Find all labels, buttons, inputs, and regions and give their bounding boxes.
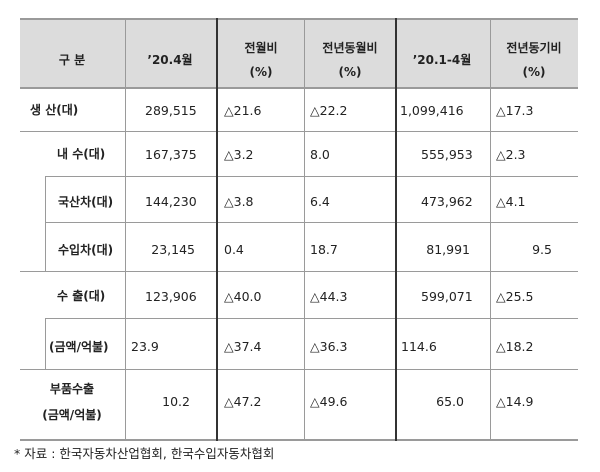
col-line-3 xyxy=(304,18,305,441)
indent-line-export xyxy=(45,318,46,369)
cell-domestic-yoy-month: 8.0 xyxy=(310,147,330,162)
col-line-1 xyxy=(125,18,126,441)
statistics-table: 구 분 ’20.4월 전월비 (%) 전년동월비 (%) ’20.1-4월 전년… xyxy=(20,18,578,441)
bottom-border xyxy=(20,439,578,441)
cell-export-yoy-period: △25.5 xyxy=(496,289,534,304)
header-bottom-border xyxy=(20,87,578,89)
header-yoy-month: 전년동월비 xyxy=(322,41,378,55)
cell-domestic-made-mom: △3.8 xyxy=(224,194,254,209)
col-line-4 xyxy=(395,18,397,441)
cell-export-amount-mom: △37.4 xyxy=(224,339,262,354)
cell-export-ytd: 599,071 xyxy=(421,289,473,304)
header-ytd: ’20.1-4월 xyxy=(412,53,472,67)
row-label-parts-export-unit: (금액/억불) xyxy=(42,408,102,422)
cell-export-amount-yoy-month: △36.3 xyxy=(310,339,348,354)
row-label-parts-export: 부품수출 xyxy=(49,382,95,396)
indent-line-domestic xyxy=(45,176,46,271)
cell-production-month: 289,515 xyxy=(145,103,197,118)
top-border xyxy=(20,18,578,20)
row-label-production: 생 산(대) xyxy=(30,103,79,117)
cell-parts-export-month: 10.2 xyxy=(162,394,190,409)
row-divider-production xyxy=(20,131,578,132)
cell-production-ytd: 1,099,416 xyxy=(400,103,464,118)
cell-export-month: 123,906 xyxy=(145,289,197,304)
header-yoy-period: 전년동기비 xyxy=(506,41,562,55)
row-label-export: 수 출(대) xyxy=(57,289,106,303)
cell-export-amount-yoy-period: △18.2 xyxy=(496,339,534,354)
cell-imported-yoy-month: 18.7 xyxy=(310,242,338,257)
cell-domestic-yoy-period: △2.3 xyxy=(496,147,526,162)
cell-domestic-mom: △3.2 xyxy=(224,147,254,162)
row-divider-imported xyxy=(20,271,578,272)
col-line-2 xyxy=(216,18,218,441)
cell-imported-mom: 0.4 xyxy=(224,242,244,257)
cell-imported-month: 23,145 xyxy=(151,242,195,257)
cell-domestic-made-ytd: 473,962 xyxy=(421,194,473,209)
header-category: 구 분 xyxy=(58,53,86,67)
cell-production-mom: △21.6 xyxy=(224,103,262,118)
row-divider-export-amount xyxy=(20,369,578,370)
header-mom-unit: (%) xyxy=(249,65,273,79)
cell-parts-export-yoy-period: △14.9 xyxy=(496,394,534,409)
cell-parts-export-ytd: 65.0 xyxy=(436,394,464,409)
row-divider-export xyxy=(45,318,578,319)
row-label-domestic-made: 국산차(대) xyxy=(58,195,114,209)
cell-production-yoy-period: △17.3 xyxy=(496,103,534,118)
header-yoy-period-unit: (%) xyxy=(522,65,546,79)
cell-parts-export-mom: △47.2 xyxy=(224,394,262,409)
cell-export-amount-ytd: 114.6 xyxy=(401,339,437,354)
header-yoy-month-unit: (%) xyxy=(338,65,362,79)
cell-export-yoy-month: △44.3 xyxy=(310,289,348,304)
cell-export-mom: △40.0 xyxy=(224,289,262,304)
cell-imported-yoy-period: 9.5 xyxy=(532,242,552,257)
cell-imported-ytd: 81,991 xyxy=(426,242,470,257)
row-label-imported: 수입차(대) xyxy=(58,243,114,257)
cell-export-amount-month: 23.9 xyxy=(131,339,159,354)
cell-domestic-made-yoy-month: 6.4 xyxy=(310,194,330,209)
source-note: * 자료 : 한국자동차산업협회, 한국수입자동차협회 xyxy=(14,446,275,461)
col-line-5 xyxy=(490,18,491,441)
table-header xyxy=(20,18,578,88)
row-label-domestic: 내 수(대) xyxy=(57,147,106,161)
cell-production-yoy-month: △22.2 xyxy=(310,103,348,118)
cell-domestic-made-month: 144,230 xyxy=(145,194,197,209)
row-divider-domestic xyxy=(45,176,578,177)
cell-domestic-ytd: 555,953 xyxy=(421,147,473,162)
cell-domestic-made-yoy-period: △4.1 xyxy=(496,194,526,209)
header-mom: 전월비 xyxy=(244,41,278,55)
row-divider-domestic-made xyxy=(45,222,578,223)
header-month: ’20.4월 xyxy=(147,53,193,67)
cell-parts-export-yoy-month: △49.6 xyxy=(310,394,348,409)
row-label-export-amount: (금액/억불) xyxy=(49,340,109,354)
cell-domestic-month: 167,375 xyxy=(145,147,197,162)
